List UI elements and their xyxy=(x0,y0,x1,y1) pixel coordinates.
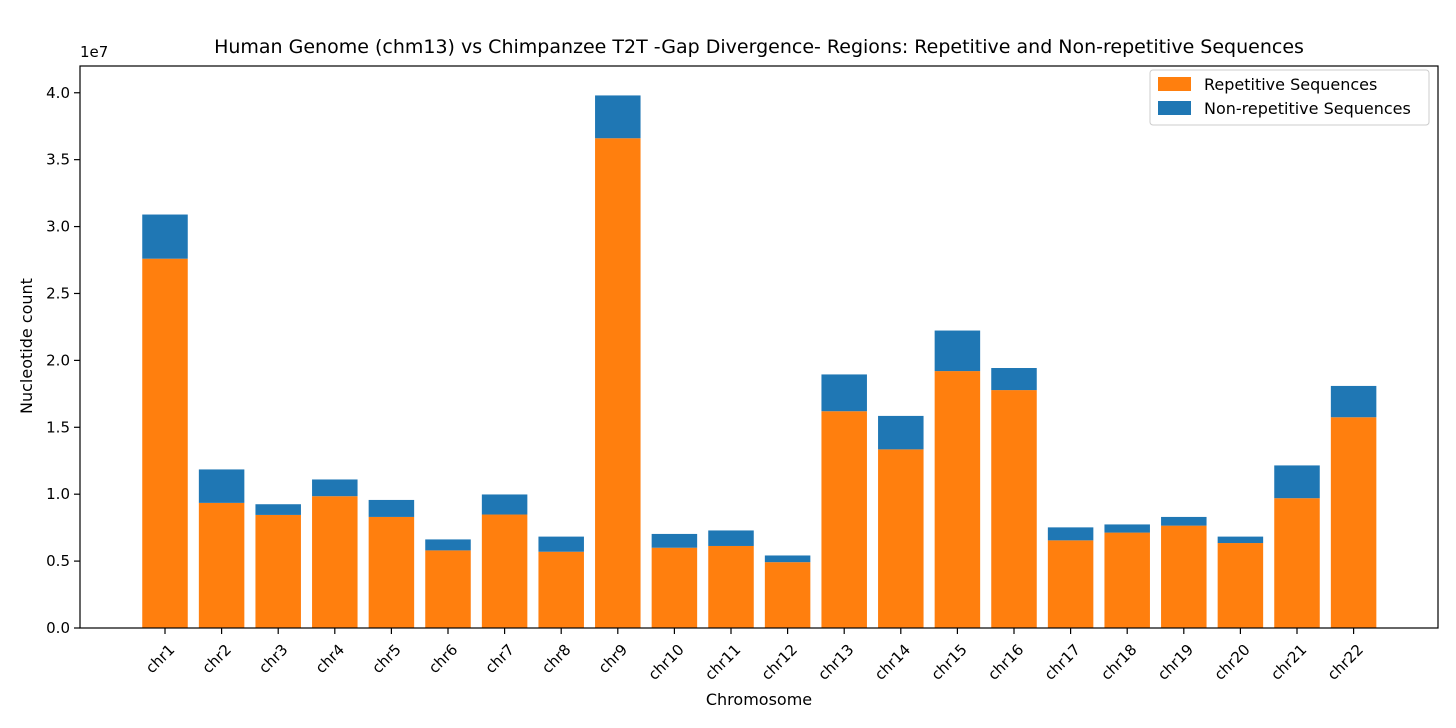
x-tick-label-chr19: chr19 xyxy=(1154,641,1197,684)
legend: Repetitive Sequences Non-repetitive Sequ… xyxy=(1149,69,1430,126)
bar-repetitive-chr14 xyxy=(878,449,924,628)
bar-nonrepetitive-chr17 xyxy=(1047,527,1094,541)
bar-nonrepetitive-chr7 xyxy=(481,494,528,515)
bar-nonrepetitive-chr16 xyxy=(991,368,1037,391)
bar-repetitive-chr8 xyxy=(538,551,584,628)
x-tick-label-chr4: chr4 xyxy=(312,641,348,677)
x-tick-label-chr17: chr17 xyxy=(1041,641,1084,684)
chart-title: Human Genome (chm13) vs Chimpanzee T2T -… xyxy=(214,36,1304,58)
y-tick-label: 0.0 xyxy=(46,619,70,637)
legend-frame xyxy=(1149,69,1430,126)
bar-nonrepetitive-chr11 xyxy=(708,530,754,546)
bar-repetitive-chr4 xyxy=(312,496,358,628)
x-tick-label-chr9: chr9 xyxy=(595,641,631,677)
x-tick-label-chr20: chr20 xyxy=(1211,641,1254,684)
x-tick-label-chr16: chr16 xyxy=(984,641,1027,684)
bar-repetitive-chr2 xyxy=(198,502,245,628)
x-tick-label-chr13: chr13 xyxy=(814,641,857,684)
bar-repetitive-chr6 xyxy=(425,550,471,628)
y-axis-scale-label: 1e7 xyxy=(80,43,108,61)
series-nonrepetitive-bars xyxy=(142,95,1377,563)
bar-repetitive-chr17 xyxy=(1047,540,1094,628)
x-tick-label-chr7: chr7 xyxy=(482,641,518,677)
x-tick-label-chr12: chr12 xyxy=(758,641,801,684)
bar-nonrepetitive-chr14 xyxy=(878,415,924,450)
y-tick-label: 3.0 xyxy=(46,218,70,236)
y-axis-ticks: 0.0 0.5 1.0 1.5 2.0 2.5 3.0 3.5 4.0 xyxy=(46,84,80,637)
bar-repetitive-chr15 xyxy=(934,371,981,628)
y-tick-label: 1.0 xyxy=(46,485,70,503)
series-repetitive-bars xyxy=(142,138,1377,628)
y-tick-label: 2.0 xyxy=(46,351,70,369)
bar-nonrepetitive-chr10 xyxy=(651,533,698,548)
y-tick-label: 0.5 xyxy=(46,552,70,570)
bar-nonrepetitive-chr19 xyxy=(1161,516,1207,526)
bar-repetitive-chr9 xyxy=(595,138,641,628)
bar-nonrepetitive-chr4 xyxy=(312,479,358,497)
x-tick-label-chr15: chr15 xyxy=(928,641,971,684)
bar-repetitive-chr13 xyxy=(821,411,867,628)
bar-nonrepetitive-chr9 xyxy=(595,95,641,139)
legend-swatch-repetitive xyxy=(1158,77,1191,91)
legend-swatch-nonrepetitive xyxy=(1158,101,1191,115)
y-tick-label: 4.0 xyxy=(46,84,70,102)
bar-nonrepetitive-chr1 xyxy=(142,214,188,259)
bar-nonrepetitive-chr21 xyxy=(1274,465,1320,499)
x-tick-label-chr1: chr1 xyxy=(142,641,178,677)
x-tick-label-chr6: chr6 xyxy=(425,641,461,677)
bar-nonrepetitive-chr18 xyxy=(1104,524,1150,533)
x-tick-label-chr5: chr5 xyxy=(368,641,404,677)
bar-nonrepetitive-chr6 xyxy=(425,539,471,551)
bar-repetitive-chr10 xyxy=(651,547,698,628)
x-tick-label-chr18: chr18 xyxy=(1097,641,1140,684)
bar-repetitive-chr19 xyxy=(1161,525,1207,628)
bar-nonrepetitive-chr2 xyxy=(198,469,245,503)
bar-nonrepetitive-chr20 xyxy=(1217,536,1264,544)
bar-nonrepetitive-chr15 xyxy=(934,330,981,372)
bar-repetitive-chr12 xyxy=(764,562,811,628)
bar-repetitive-chr16 xyxy=(991,390,1037,628)
x-tick-label-chr11: chr11 xyxy=(701,641,744,684)
bar-repetitive-chr18 xyxy=(1104,532,1150,628)
x-tick-label-chr8: chr8 xyxy=(538,641,574,677)
bar-nonrepetitive-chr5 xyxy=(368,499,415,517)
y-tick-label: 2.5 xyxy=(46,284,70,302)
bar-repetitive-chr11 xyxy=(708,545,754,628)
bar-repetitive-chr1 xyxy=(142,258,188,628)
y-tick-label: 1.5 xyxy=(46,418,70,436)
bar-nonrepetitive-chr3 xyxy=(255,504,301,515)
legend-label-nonrepetitive: Non-repetitive Sequences xyxy=(1204,99,1411,118)
bar-repetitive-chr3 xyxy=(255,514,301,628)
x-axis-label: Chromosome xyxy=(706,690,812,709)
bar-repetitive-chr20 xyxy=(1217,543,1264,628)
x-axis-ticks: chr1 chr2 chr3 chr4 chr5 chr6 chr7 chr8 chr9 chr1… xyxy=(142,628,1367,684)
bar-nonrepetitive-chr12 xyxy=(764,555,811,563)
x-tick-label-chr22: chr22 xyxy=(1324,641,1367,684)
bar-nonrepetitive-chr13 xyxy=(821,374,867,412)
bar-nonrepetitive-chr8 xyxy=(538,536,584,552)
x-tick-label-chr21: chr21 xyxy=(1267,641,1310,684)
legend-label-repetitive: Repetitive Sequences xyxy=(1204,75,1377,94)
x-tick-label-chr10: chr10 xyxy=(645,641,688,684)
bar-repetitive-chr7 xyxy=(481,514,528,628)
bar-repetitive-chr22 xyxy=(1330,417,1377,628)
y-axis-label: Nucleotide count xyxy=(17,278,36,414)
y-tick-label: 3.5 xyxy=(46,151,70,169)
x-tick-label-chr2: chr2 xyxy=(199,641,235,677)
x-tick-label-chr3: chr3 xyxy=(255,641,291,677)
bar-repetitive-chr21 xyxy=(1274,498,1320,628)
x-tick-label-chr14: chr14 xyxy=(871,641,914,684)
bar-nonrepetitive-chr22 xyxy=(1330,385,1377,418)
bar-repetitive-chr5 xyxy=(368,516,415,628)
plot-area-frame xyxy=(79,65,1439,629)
